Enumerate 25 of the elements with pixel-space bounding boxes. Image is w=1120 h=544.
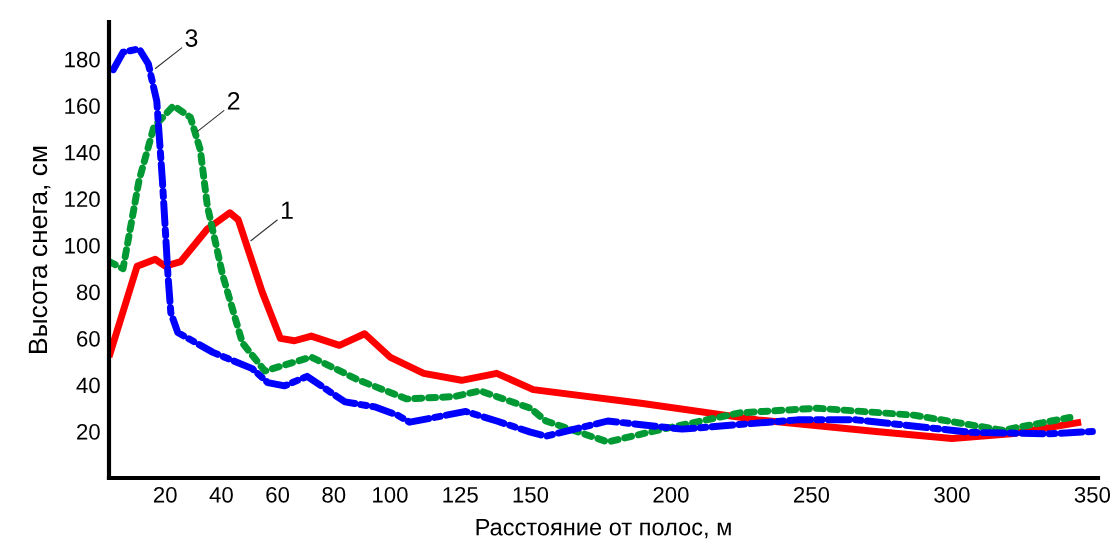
- x-tick-label: 80: [322, 486, 346, 503]
- x-tick-label: 60: [266, 486, 290, 503]
- x-tick-label: 150: [513, 486, 549, 503]
- y-tick-label: 40: [76, 377, 100, 394]
- annotation: 1: [281, 201, 293, 219]
- y-tick-label: 60: [77, 330, 100, 347]
- x-tick-label: 250: [794, 486, 830, 503]
- y-tick-label: 20: [77, 424, 100, 440]
- x-tick-label: 350: [1074, 486, 1111, 503]
- y-tick-label: 120: [65, 191, 100, 208]
- y-tick-label: 100: [65, 237, 100, 254]
- annotation: 2: [227, 92, 240, 110]
- x-tick-label: 40: [209, 486, 233, 503]
- x-tick-label: 125: [443, 486, 478, 503]
- x-tick-label: 300: [934, 486, 970, 503]
- x-tick-label: 100: [373, 486, 408, 503]
- x-tick-label: 20: [153, 486, 177, 503]
- y-tick-label: 80: [76, 284, 100, 301]
- x-tick-label: 200: [653, 486, 689, 503]
- y-axis-title: Высота снега, см: [28, 146, 51, 353]
- y-tick-label: 140: [65, 144, 100, 161]
- y-tick-label: 180: [65, 51, 100, 68]
- y-tick-label: 160: [65, 98, 100, 115]
- annotation: 3: [185, 29, 198, 47]
- x-axis-title: Расстояние от полос, м: [476, 519, 731, 539]
